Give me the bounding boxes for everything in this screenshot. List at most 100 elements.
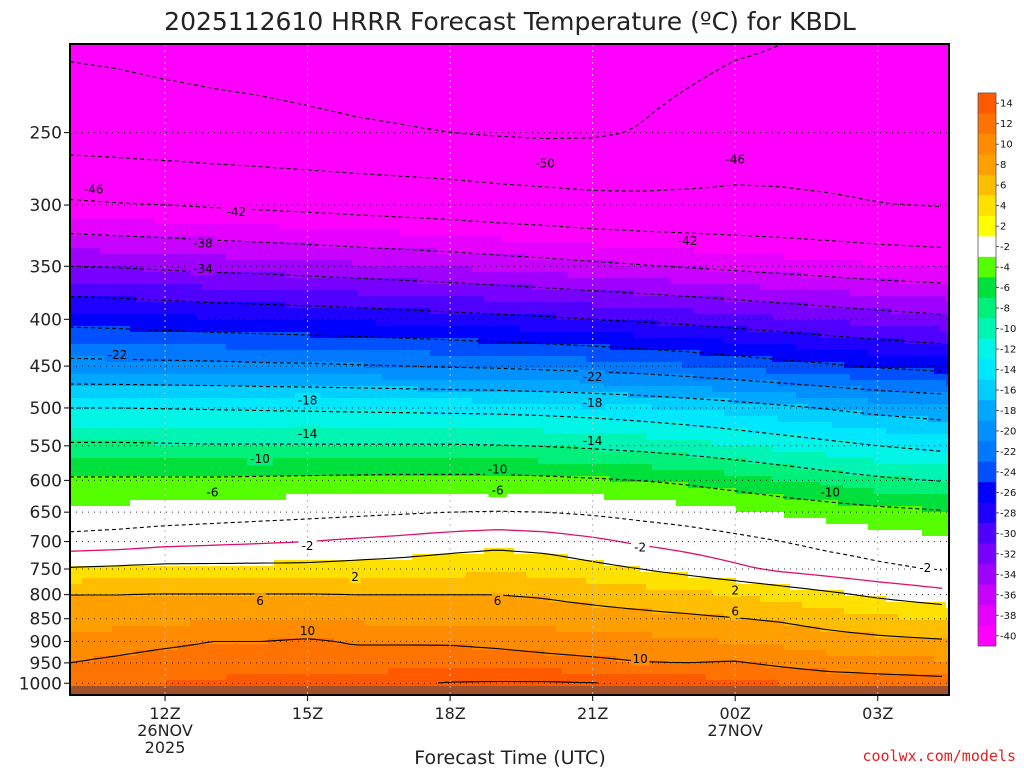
temperature-cell <box>310 320 317 327</box>
temperature-cell <box>130 500 137 507</box>
temperature-cell <box>310 362 317 369</box>
temperature-cell <box>166 410 173 417</box>
temperature-cell <box>250 590 257 597</box>
temperature-cell <box>202 536 209 543</box>
temperature-cell <box>148 230 155 237</box>
temperature-cell <box>340 338 347 345</box>
temperature-cell <box>178 626 185 633</box>
temperature-cell <box>334 152 341 159</box>
temperature-cell <box>232 152 239 159</box>
temperature-cell <box>160 86 167 93</box>
temperature-cell <box>220 140 227 147</box>
temperature-cell <box>154 434 161 441</box>
temperature-cell <box>238 140 245 147</box>
temperature-cell <box>178 422 185 429</box>
temperature-cell <box>232 98 239 105</box>
temperature-cell <box>184 584 191 591</box>
temperature-cell <box>190 476 197 483</box>
temperature-cell <box>274 428 281 435</box>
temperature-cell <box>100 638 107 645</box>
temperature-cell <box>118 116 125 123</box>
temperature-cell <box>130 434 137 441</box>
temperature-cell <box>274 206 281 213</box>
temperature-cell <box>226 332 233 339</box>
temperature-cell <box>184 596 191 603</box>
temperature-cell <box>178 296 185 303</box>
temperature-cell <box>256 428 263 435</box>
temperature-cell <box>202 680 209 687</box>
temperature-cell <box>154 602 161 609</box>
temperature-cell <box>88 152 95 159</box>
temperature-cell <box>292 662 299 669</box>
temperature-cell <box>112 110 119 117</box>
temperature-cell <box>292 548 299 555</box>
temperature-cell <box>202 308 209 315</box>
temperature-cell <box>160 338 167 345</box>
temperature-cell <box>238 662 245 669</box>
temperature-cell <box>232 398 239 405</box>
temperature-cell <box>340 242 347 249</box>
temperature-cell <box>100 458 107 465</box>
temperature-cell <box>274 236 281 243</box>
temperature-cell <box>238 362 245 369</box>
temperature-cell <box>274 548 281 555</box>
temperature-cell <box>142 86 149 93</box>
temperature-cell <box>82 584 89 591</box>
temperature-cell <box>130 380 137 387</box>
temperature-cell <box>148 458 155 465</box>
temperature-cell <box>316 626 323 633</box>
temperature-cell <box>310 188 317 195</box>
temperature-cell <box>88 440 95 447</box>
temperature-cell <box>334 680 341 687</box>
temperature-cell <box>142 230 149 237</box>
temperature-cell <box>190 104 197 111</box>
temperature-cell <box>202 182 209 189</box>
temperature-cell <box>112 284 119 291</box>
temperature-cell <box>178 584 185 591</box>
temperature-cell <box>214 152 221 159</box>
temperature-cell <box>280 446 287 453</box>
temperature-cell <box>172 86 179 93</box>
temperature-cell <box>304 56 311 63</box>
temperature-cell <box>220 452 227 459</box>
temperature-cell <box>70 308 77 315</box>
temperature-cell <box>334 266 341 273</box>
temperature-cell <box>106 446 113 453</box>
temperature-cell <box>226 542 233 549</box>
temperature-cell <box>328 176 335 183</box>
temperature-cell <box>184 422 191 429</box>
temperature-cell <box>232 410 239 417</box>
temperature-cell <box>220 170 227 177</box>
temperature-cell <box>334 512 341 519</box>
temperature-cell <box>244 404 251 411</box>
temperature-cell <box>256 416 263 423</box>
temperature-cell <box>106 476 113 483</box>
temperature-cell <box>88 68 95 75</box>
temperature-cell <box>178 98 185 105</box>
temperature-cell <box>340 548 347 555</box>
temperature-cell <box>292 362 299 369</box>
temperature-cell <box>94 68 101 75</box>
temperature-cell <box>250 80 257 87</box>
temperature-cell <box>232 248 239 255</box>
temperature-cell <box>76 578 83 585</box>
temperature-cell <box>310 236 317 243</box>
temperature-cell <box>184 476 191 483</box>
temperature-cell <box>322 488 329 495</box>
temperature-cell <box>166 548 173 555</box>
temperature-cell <box>286 68 293 75</box>
temperature-cell <box>178 554 185 561</box>
temperature-cell <box>322 356 329 363</box>
temperature-cell <box>88 98 95 105</box>
temperature-cell <box>322 320 329 327</box>
temperature-cell <box>262 374 269 381</box>
temperature-cell <box>88 488 95 495</box>
temperature-cell <box>130 260 137 267</box>
temperature-cell <box>262 524 269 531</box>
temperature-cell <box>310 290 317 297</box>
temperature-cell <box>124 92 131 99</box>
temperature-cell <box>82 656 89 663</box>
temperature-cell <box>322 284 329 291</box>
temperature-cell <box>130 524 137 531</box>
temperature-cell <box>172 578 179 585</box>
